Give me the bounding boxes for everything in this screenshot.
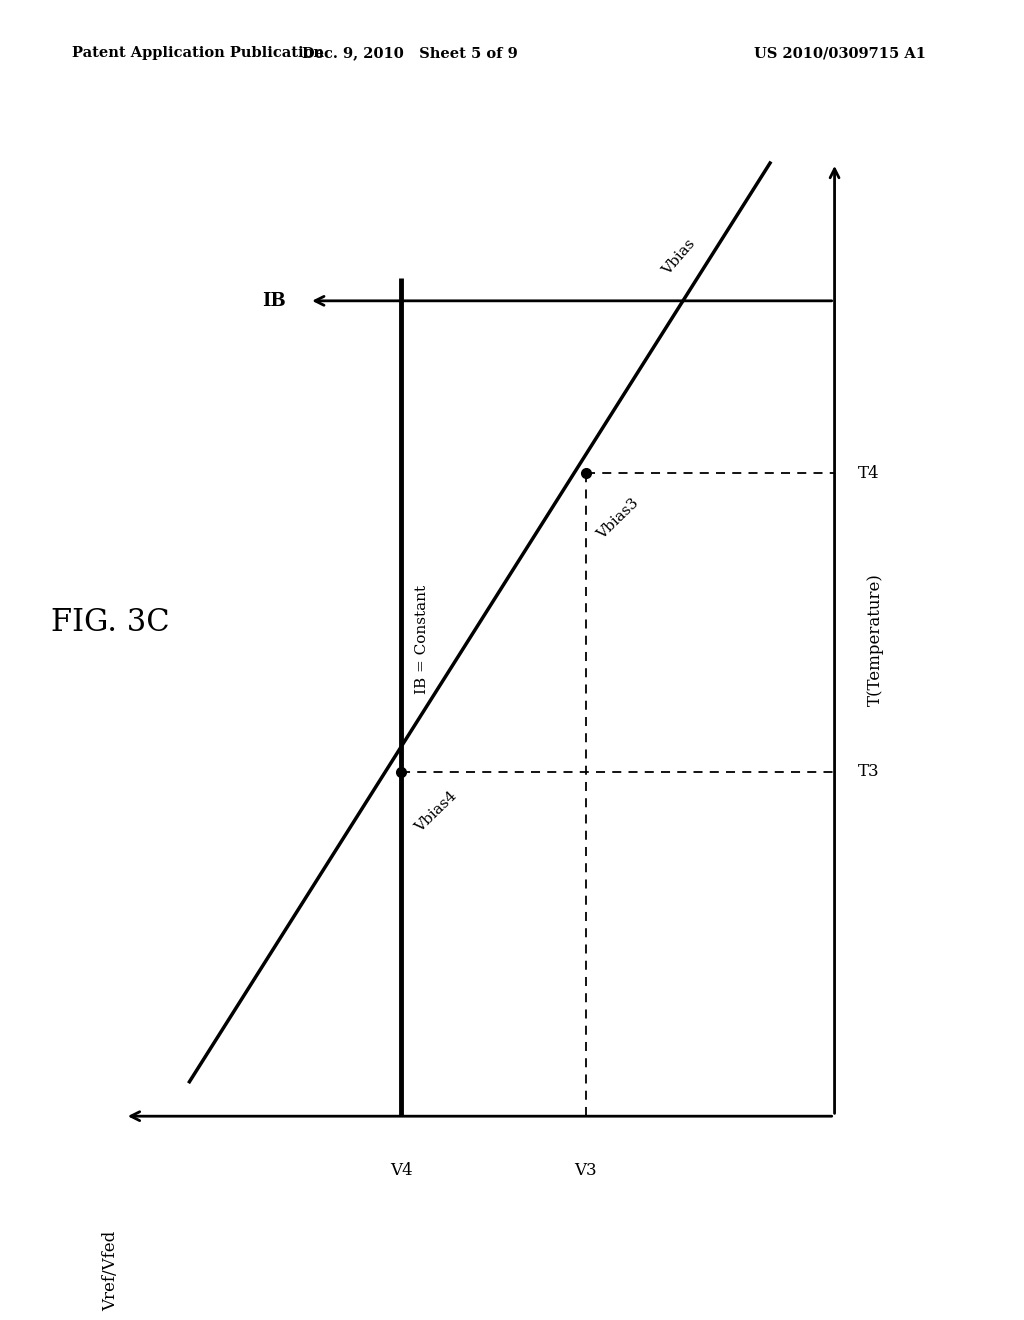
Text: Vbias3: Vbias3 <box>595 496 642 543</box>
Text: T4: T4 <box>858 465 880 482</box>
Text: FIG. 3C: FIG. 3C <box>51 607 170 638</box>
Text: Patent Application Publication: Patent Application Publication <box>72 46 324 61</box>
Text: IB = Constant: IB = Constant <box>416 585 429 694</box>
Text: V3: V3 <box>574 1162 597 1179</box>
Text: IB: IB <box>262 292 287 310</box>
Text: Vbias4: Vbias4 <box>413 789 460 836</box>
Text: US 2010/0309715 A1: US 2010/0309715 A1 <box>754 46 926 61</box>
Text: V4: V4 <box>390 1162 413 1179</box>
Text: Dec. 9, 2010   Sheet 5 of 9: Dec. 9, 2010 Sheet 5 of 9 <box>302 46 517 61</box>
Text: Vref/Vfed: Vref/Vfed <box>102 1232 120 1311</box>
Text: T3: T3 <box>858 763 880 780</box>
Text: Vbias: Vbias <box>659 236 697 277</box>
Text: T(Temperature): T(Temperature) <box>867 573 884 706</box>
